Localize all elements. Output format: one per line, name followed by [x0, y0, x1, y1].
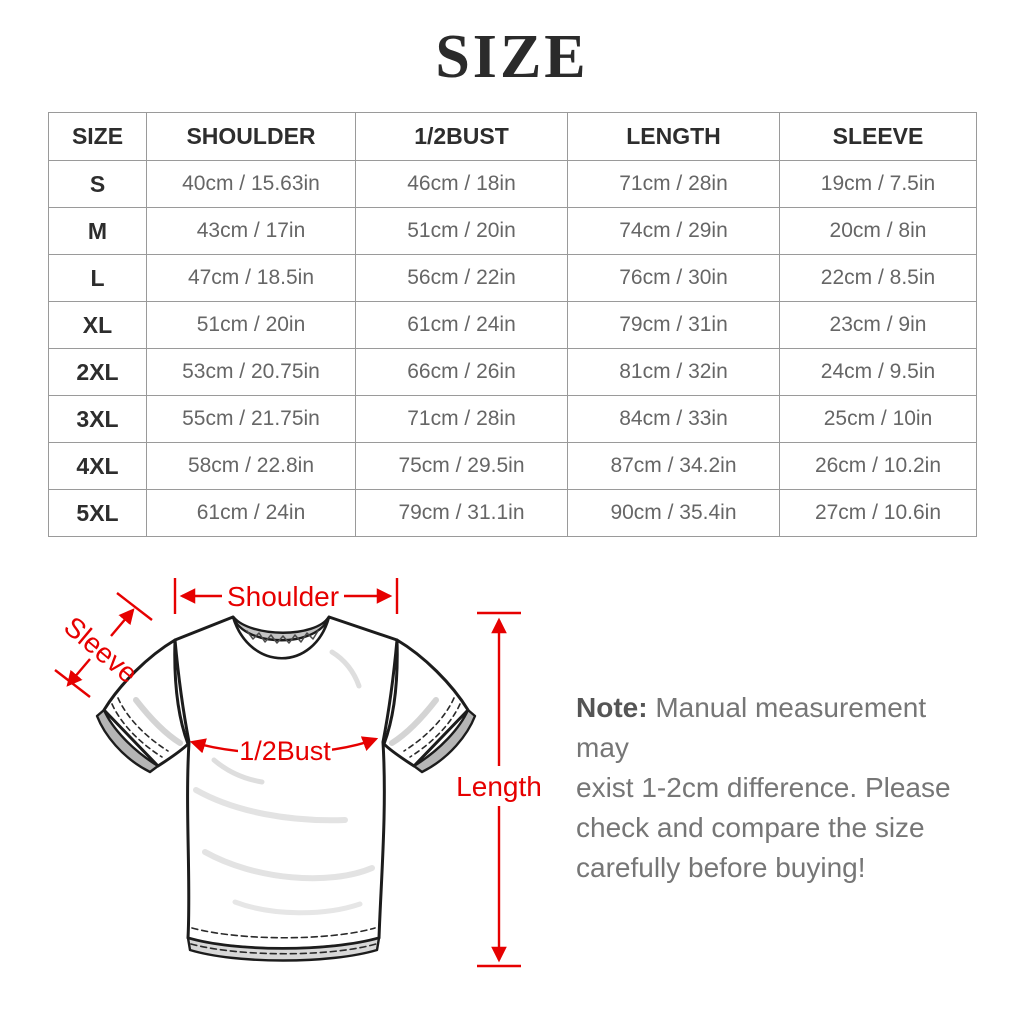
sleeve-cell: 26cm / 10.2in [779, 442, 977, 490]
sleeve-cell: 19cm / 7.5in [779, 160, 977, 208]
table-row: S 40cm / 15.63in 46cm / 18in 71cm / 28in… [48, 160, 977, 208]
table-row: M 43cm / 17in 51cm / 20in 74cm / 29in 20… [48, 207, 977, 255]
size-cell: 5XL [48, 489, 147, 537]
table-row: 5XL 61cm / 24in 79cm / 31.1in 90cm / 35.… [48, 489, 977, 537]
length-cell: 76cm / 30in [567, 254, 780, 302]
shoulder-cell: 47cm / 18.5in [146, 254, 356, 302]
tshirt-body [173, 615, 399, 950]
bust-cell: 56cm / 22in [355, 254, 568, 302]
shoulder-label: Shoulder [227, 581, 339, 612]
sleeve-cell: 23cm / 9in [779, 301, 977, 349]
size-cell: 3XL [48, 395, 147, 443]
bust-cell: 46cm / 18in [355, 160, 568, 208]
bust-dimension: 1/2Bust [189, 736, 379, 766]
col-header-length: LENGTH [567, 112, 780, 161]
note-line: carefully before buying! [576, 852, 866, 883]
shoulder-dimension: Shoulder [173, 578, 399, 614]
shoulder-cell: 40cm / 15.63in [146, 160, 356, 208]
size-cell: 2XL [48, 348, 147, 396]
right-cuff-stitch [403, 697, 455, 752]
table-row: 3XL 55cm / 21.75in 71cm / 28in 84cm / 33… [48, 395, 977, 443]
fabric-wrinkles [133, 649, 439, 916]
note-text: Manual measurement may [576, 692, 927, 763]
length-label: Length [456, 771, 542, 802]
sleeve-cell: 24cm / 9.5in [779, 348, 977, 396]
note-prefix: Note: [576, 692, 648, 723]
shoulder-cell: 55cm / 21.75in [146, 395, 356, 443]
col-header-size: SIZE [48, 112, 147, 161]
sleeve-cell: 27cm / 10.6in [779, 489, 977, 537]
length-cell: 74cm / 29in [567, 207, 780, 255]
length-cell: 90cm / 35.4in [567, 489, 780, 537]
shoulder-cell: 43cm / 17in [146, 207, 356, 255]
left-cuff-stitch [111, 703, 163, 758]
length-cell: 71cm / 28in [567, 160, 780, 208]
shoulder-cell: 53cm / 20.75in [146, 348, 356, 396]
table-row: 2XL 53cm / 20.75in 66cm / 26in 81cm / 32… [48, 348, 977, 396]
length-cell: 87cm / 34.2in [567, 442, 780, 490]
bust-cell: 75cm / 29.5in [355, 442, 568, 490]
note-line: exist 1-2cm difference. Please [576, 772, 951, 803]
length-cell: 84cm / 33in [567, 395, 780, 443]
size-cell: S [48, 160, 147, 208]
col-header-shoulder: SHOULDER [146, 112, 356, 161]
table-row: 4XL 58cm / 22.8in 75cm / 29.5in 87cm / 3… [48, 442, 977, 490]
collar-zigzag-stitch [246, 630, 319, 644]
length-dimension: Length [456, 611, 542, 968]
right-cuff-stitch [409, 703, 461, 758]
hem-stitch [190, 943, 377, 955]
size-cell: L [48, 254, 147, 302]
hem-fold [186, 936, 381, 962]
note-line: Note: Manual measurement may [576, 688, 986, 768]
sleeve-cell: 25cm / 10in [779, 395, 977, 443]
bust-cell: 71cm / 28in [355, 395, 568, 443]
shoulder-cell: 61cm / 24in [146, 489, 356, 537]
tshirt-measurement-diagram: Shoulder Sleeve 1/2Bust [54, 578, 542, 968]
size-cell: 4XL [48, 442, 147, 490]
sleeve-cell: 22cm / 8.5in [779, 254, 977, 302]
tshirt-illustration [95, 615, 477, 962]
length-cell: 79cm / 31in [567, 301, 780, 349]
length-cell: 81cm / 32in [567, 348, 780, 396]
right-cuff-underside [412, 708, 477, 774]
sleeve-label: Sleeve [58, 610, 144, 689]
shoulder-cell: 58cm / 22.8in [146, 442, 356, 490]
bust-cell: 61cm / 24in [355, 301, 568, 349]
bust-label: 1/2Bust [239, 736, 331, 766]
note-line: check and compare the size [576, 812, 925, 843]
size-table: SIZE SHOULDER 1/2BUST LENGTH SLEEVE S 40… [48, 112, 977, 537]
bust-cell: 79cm / 31.1in [355, 489, 568, 537]
table-row: L 47cm / 18.5in 56cm / 22in 76cm / 30in … [48, 254, 977, 302]
bust-cell: 51cm / 20in [355, 207, 568, 255]
col-header-sleeve: SLEEVE [779, 112, 977, 161]
size-cell: M [48, 207, 147, 255]
col-header-bust: 1/2BUST [355, 112, 568, 161]
left-cuff-underside [95, 708, 160, 774]
table-row: XL 51cm / 20in 61cm / 24in 79cm / 31in 2… [48, 301, 977, 349]
page-title: SIZE [435, 23, 589, 91]
measurement-note: Note: Manual measurement may exist 1-2cm… [576, 688, 986, 888]
sleeve-cell: 20cm / 8in [779, 207, 977, 255]
bust-cell: 66cm / 26in [355, 348, 568, 396]
table-header-row: SIZE SHOULDER 1/2BUST LENGTH SLEEVE [48, 112, 977, 161]
left-cuff-stitch [117, 697, 169, 752]
collar-band-edge [231, 615, 331, 660]
hem-stitch [191, 927, 376, 939]
size-cell: XL [48, 301, 147, 349]
shoulder-cell: 51cm / 20in [146, 301, 356, 349]
